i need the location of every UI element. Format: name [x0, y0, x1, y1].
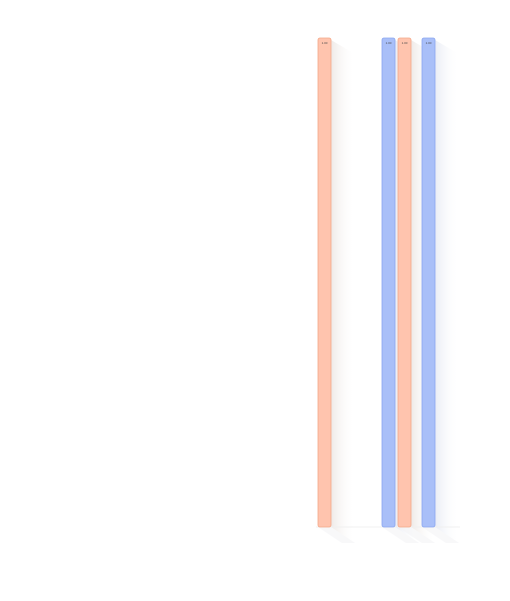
bar-floor-shadow-3 — [398, 527, 435, 543]
bar-value-label-3: 1.00 — [402, 41, 408, 45]
bar-4 — [421, 37, 436, 528]
bar-value-label-4: 1.00 — [426, 41, 432, 45]
bar-shadow-1 — [331, 40, 355, 543]
bars-group: 1.00 1.00 1.00 1.00 — [317, 37, 436, 528]
bar-floor-shadow-2 — [382, 527, 419, 543]
bar-floor-shadow-1 — [318, 527, 355, 543]
bar-shadow-4 — [435, 40, 459, 543]
bar-value-label-2: 1.00 — [386, 41, 392, 45]
bar-value-label-1: 1.00 — [322, 41, 328, 45]
bar-1 — [317, 37, 332, 528]
bar-2 — [381, 37, 396, 528]
bar-3 — [397, 37, 412, 528]
bar-floor-shadow-4 — [422, 527, 459, 543]
